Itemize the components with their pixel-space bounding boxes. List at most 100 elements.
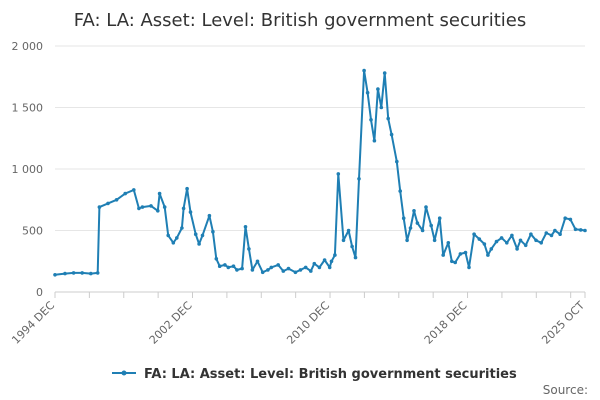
data-point[interactable]: [453, 260, 458, 265]
data-point[interactable]: [235, 268, 239, 272]
data-point[interactable]: [578, 228, 583, 232]
data-point[interactable]: [353, 255, 358, 260]
data-point[interactable]: [149, 204, 153, 208]
data-point[interactable]: [231, 264, 236, 269]
data-point[interactable]: [71, 271, 76, 275]
data-point[interactable]: [534, 238, 538, 243]
data-point[interactable]: [494, 239, 499, 244]
data-point[interactable]: [544, 231, 549, 235]
data-point[interactable]: [362, 68, 366, 73]
data-point[interactable]: [472, 232, 476, 236]
data-point[interactable]: [211, 229, 215, 234]
data-point[interactable]: [89, 271, 93, 276]
data-point[interactable]: [322, 258, 327, 262]
data-point[interactable]: [505, 241, 509, 245]
data-point[interactable]: [429, 223, 434, 228]
data-point[interactable]: [357, 177, 361, 181]
data-point[interactable]: [255, 259, 260, 264]
data-point[interactable]: [446, 241, 451, 245]
data-point[interactable]: [63, 271, 67, 276]
data-point[interactable]: [510, 233, 514, 238]
data-point[interactable]: [458, 252, 463, 256]
data-point[interactable]: [156, 209, 160, 213]
data-point[interactable]: [309, 269, 313, 273]
data-point[interactable]: [97, 205, 102, 209]
data-point[interactable]: [217, 264, 222, 269]
data-point[interactable]: [583, 228, 587, 233]
data-point[interactable]: [197, 242, 201, 246]
data-point[interactable]: [140, 205, 145, 209]
data-point[interactable]: [450, 259, 454, 264]
data-point[interactable]: [539, 241, 543, 245]
data-point[interactable]: [336, 172, 341, 176]
data-point[interactable]: [405, 238, 409, 243]
data-point[interactable]: [181, 206, 186, 211]
data-point[interactable]: [333, 253, 337, 257]
data-point[interactable]: [180, 226, 184, 230]
data-point[interactable]: [408, 226, 413, 230]
data-point[interactable]: [499, 236, 504, 240]
data-point[interactable]: [401, 216, 406, 220]
data-point[interactable]: [327, 265, 332, 270]
data-point[interactable]: [53, 273, 57, 277]
data-point[interactable]: [269, 265, 274, 270]
data-point[interactable]: [372, 138, 377, 143]
data-point[interactable]: [317, 265, 322, 270]
data-point[interactable]: [175, 236, 179, 240]
data-point[interactable]: [437, 216, 442, 220]
data-point[interactable]: [200, 233, 205, 238]
data-point[interactable]: [298, 268, 303, 272]
data-point[interactable]: [137, 206, 141, 211]
data-point[interactable]: [185, 186, 189, 191]
data-point[interactable]: [260, 270, 265, 275]
data-point[interactable]: [573, 227, 578, 232]
data-point[interactable]: [441, 253, 446, 257]
data-point[interactable]: [386, 116, 391, 121]
data-point[interactable]: [281, 269, 286, 273]
data-point[interactable]: [563, 216, 567, 220]
data-point[interactable]: [207, 213, 212, 218]
data-point[interactable]: [529, 232, 533, 236]
data-point[interactable]: [123, 191, 127, 196]
data-point[interactable]: [95, 271, 100, 275]
data-point[interactable]: [223, 263, 227, 267]
data-point[interactable]: [382, 71, 387, 75]
data-point[interactable]: [482, 242, 487, 246]
data-point[interactable]: [243, 225, 248, 229]
data-point[interactable]: [415, 221, 420, 225]
data-point[interactable]: [568, 217, 573, 222]
data-point[interactable]: [341, 238, 346, 243]
data-point[interactable]: [266, 268, 270, 272]
data-point[interactable]: [489, 247, 494, 251]
data-point[interactable]: [463, 250, 468, 255]
data-point[interactable]: [395, 159, 399, 164]
data-point[interactable]: [276, 263, 281, 267]
data-point[interactable]: [389, 132, 394, 137]
data-point[interactable]: [286, 266, 291, 271]
data-point[interactable]: [226, 265, 231, 270]
data-point[interactable]: [350, 244, 354, 249]
data-point[interactable]: [518, 238, 523, 243]
data-point[interactable]: [553, 228, 557, 233]
data-point[interactable]: [166, 233, 170, 238]
data-point[interactable]: [80, 271, 84, 275]
data-point[interactable]: [365, 90, 370, 95]
data-point[interactable]: [312, 261, 317, 266]
data-point[interactable]: [157, 191, 162, 196]
data-point[interactable]: [369, 118, 373, 122]
data-point[interactable]: [214, 257, 219, 261]
data-point[interactable]: [477, 237, 482, 241]
data-point[interactable]: [523, 243, 528, 248]
data-point[interactable]: [329, 259, 334, 264]
data-point[interactable]: [114, 198, 119, 202]
data-point[interactable]: [171, 241, 176, 245]
data-point[interactable]: [424, 205, 428, 209]
data-point[interactable]: [106, 201, 110, 206]
legend[interactable]: FA: LA: Asset: Level: British government…: [112, 367, 517, 382]
data-point[interactable]: [515, 247, 519, 251]
data-point[interactable]: [398, 189, 403, 193]
data-point[interactable]: [188, 210, 193, 214]
data-point[interactable]: [432, 238, 437, 243]
data-point[interactable]: [346, 228, 351, 233]
data-point[interactable]: [250, 268, 255, 272]
